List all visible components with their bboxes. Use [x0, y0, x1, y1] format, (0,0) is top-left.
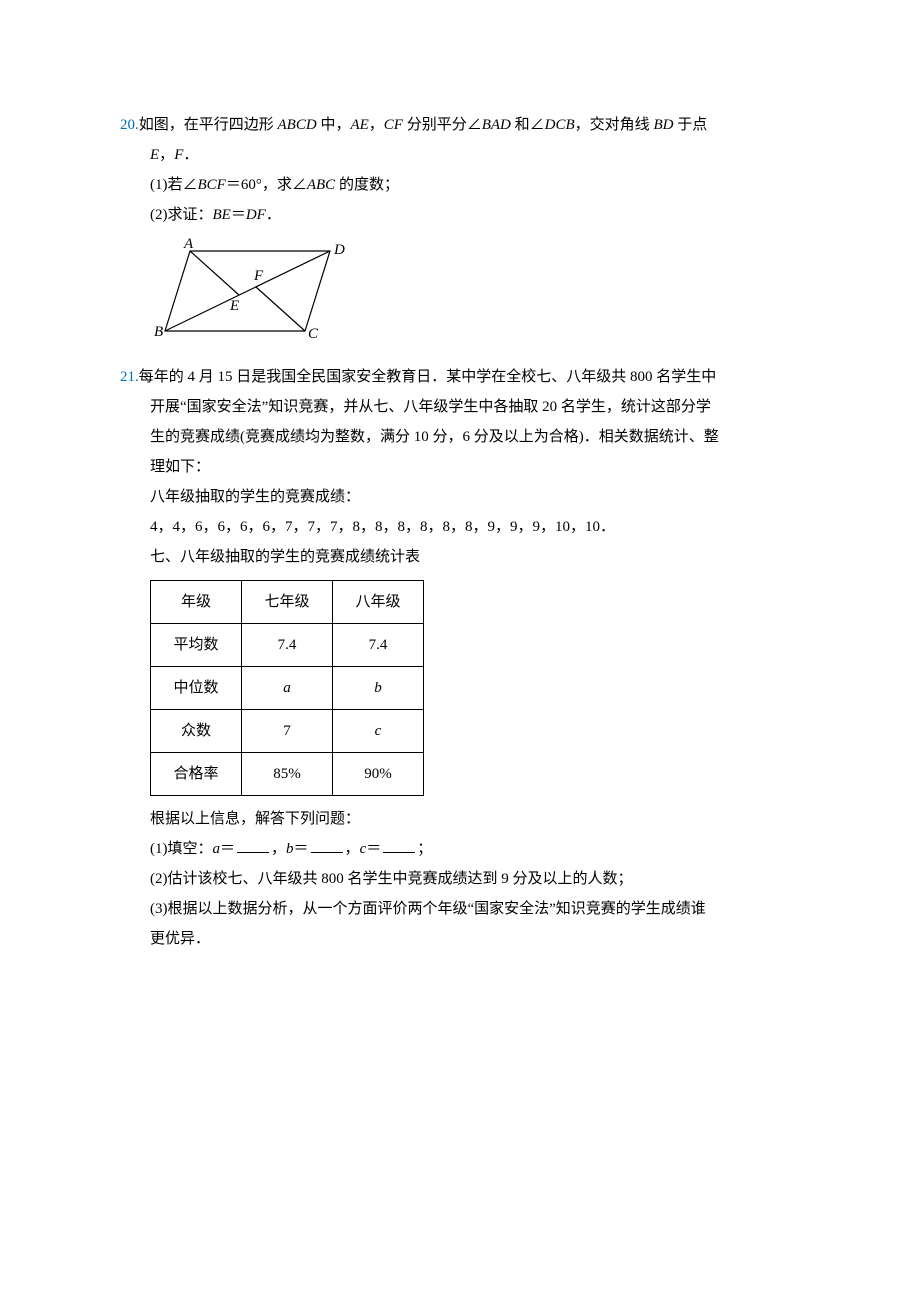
problem-21-body: 开展“国家安全法”知识竞赛，并从七、八年级学生中各抽取 20 名学生，统计这部分…	[120, 392, 800, 954]
stats-table: 年级 七年级 八年级 平均数 7.4 7.4 中位数 a b 众数 7	[150, 580, 424, 796]
table-row: 平均数 7.4 7.4	[151, 624, 424, 667]
blank	[311, 837, 343, 853]
text: DF	[246, 207, 266, 223]
label-A: A	[183, 236, 194, 252]
problem-number-20: 20.	[120, 117, 139, 133]
text: ＝	[220, 841, 235, 857]
text-line: 开展“国家安全法”知识竞赛，并从七、八年级学生中各抽取 20 名学生，统计这部分…	[150, 392, 800, 422]
text: BE	[213, 207, 231, 223]
problem-20: 20.如图，在平行四边形 ABCD 中，AE，CF 分别平分∠BAD 和∠DCB…	[120, 110, 800, 352]
text: ．	[183, 147, 198, 163]
label-D: D	[333, 242, 345, 258]
text: b	[286, 841, 294, 857]
table-cell: 7.4	[333, 624, 424, 667]
text: (2)求证：	[150, 207, 213, 223]
text-line: 八年级抽取的学生的竞赛成绩：	[150, 482, 800, 512]
text-line: 根据以上信息，解答下列问题：	[150, 804, 800, 834]
text: ，	[159, 147, 174, 163]
blank	[383, 837, 415, 853]
text: ＝	[294, 841, 309, 857]
table-cell: 90%	[333, 753, 424, 796]
text-line: E，F．	[150, 140, 800, 170]
label-C: C	[308, 326, 319, 341]
text: DCB	[545, 117, 575, 133]
problem-20-part2: (2)求证：BE＝DF．	[150, 200, 800, 230]
text: 分别平分∠	[403, 117, 482, 133]
text: ABCD	[278, 117, 317, 133]
table-cell: a	[242, 667, 333, 710]
text: 和∠	[511, 117, 545, 133]
text: E	[150, 147, 159, 163]
table-cell: 7	[242, 710, 333, 753]
text: BCF	[198, 177, 226, 193]
table-row: 年级 七年级 八年级	[151, 581, 424, 624]
label-B: B	[154, 324, 163, 340]
table-cell: 85%	[242, 753, 333, 796]
text: BD	[653, 117, 673, 133]
text: ，	[369, 117, 384, 133]
problem-20-figure: A D B C E F	[150, 236, 800, 352]
table-row: 合格率 85% 90%	[151, 753, 424, 796]
table-row: 众数 7 c	[151, 710, 424, 753]
problem-21-sub3a: (3)根据以上数据分析，从一个方面评价两个年级“国家安全法”知识竞赛的学生成绩谁	[150, 894, 800, 924]
page: 20.如图，在平行四边形 ABCD 中，AE，CF 分别平分∠BAD 和∠DCB…	[0, 0, 920, 1024]
text: 中，	[317, 117, 351, 133]
table-cell: c	[333, 710, 424, 753]
problem-20-stem: 20.如图，在平行四边形 ABCD 中，AE，CF 分别平分∠BAD 和∠DCB…	[120, 110, 800, 140]
text: 每年的 4 月 15 日是我国全民国家安全教育日．某中学在全校七、八年级共 80…	[139, 369, 717, 385]
table-cell: b	[333, 667, 424, 710]
text: ＝	[231, 207, 246, 223]
label-F: F	[253, 268, 264, 284]
text: 如图，在平行四边形	[139, 117, 278, 133]
text: ，交对角线	[575, 117, 654, 133]
table-cell: 7.4	[242, 624, 333, 667]
problem-21-sub2: (2)估计该校七、八年级共 800 名学生中竞赛成绩达到 9 分及以上的人数；	[150, 864, 800, 894]
text: (1)若∠	[150, 177, 198, 193]
problem-21-sub3b: 更优异．	[150, 924, 800, 954]
table-row: 中位数 a b	[151, 667, 424, 710]
problem-20-body: E，F． (1)若∠BCF＝60°，求∠ABC 的度数； (2)求证：BE＝DF…	[120, 140, 800, 352]
table-cell: 合格率	[151, 753, 242, 796]
text: ，	[345, 841, 360, 857]
table-cell: 众数	[151, 710, 242, 753]
text-line: 4，4，6，6，6，6，7，7，7，8，8，8，8，8，8，9，9，9，10，1…	[150, 512, 800, 542]
text: ABC	[307, 177, 335, 193]
problem-21: 21.每年的 4 月 15 日是我国全民国家安全教育日．某中学在全校七、八年级共…	[120, 362, 800, 954]
text: a	[213, 841, 221, 857]
text: (1)填空：	[150, 841, 213, 857]
text: F	[174, 147, 183, 163]
parallelogram-diagram: A D B C E F	[150, 236, 350, 341]
text: ＝60°，求∠	[226, 177, 307, 193]
table-cell: 平均数	[151, 624, 242, 667]
table-header: 八年级	[333, 581, 424, 624]
problem-21-sub1: (1)填空：a＝，b＝，c＝；	[150, 834, 800, 864]
text: CF	[384, 117, 403, 133]
blank	[237, 837, 269, 853]
problem-21-stem-line1: 21.每年的 4 月 15 日是我国全民国家安全教育日．某中学在全校七、八年级共…	[120, 362, 800, 392]
text: ＝	[366, 841, 381, 857]
text-line: 生的竞赛成绩(竞赛成绩均为整数，满分 10 分，6 分及以上为合格)．相关数据统…	[150, 422, 800, 452]
label-E: E	[229, 298, 239, 314]
table-cell: 中位数	[151, 667, 242, 710]
table-header: 年级	[151, 581, 242, 624]
text: BAD	[482, 117, 511, 133]
problem-20-part1: (1)若∠BCF＝60°，求∠ABC 的度数；	[150, 170, 800, 200]
problem-number-21: 21.	[120, 369, 139, 385]
table-header: 七年级	[242, 581, 333, 624]
text-line: 七、八年级抽取的学生的竞赛成绩统计表	[150, 542, 800, 572]
text: 的度数；	[335, 177, 399, 193]
text: 于点	[673, 117, 707, 133]
text: ，	[271, 841, 286, 857]
text-line: 理如下：	[150, 452, 800, 482]
text: ．	[266, 207, 281, 223]
text: ；	[417, 841, 432, 857]
text: AE	[350, 117, 368, 133]
